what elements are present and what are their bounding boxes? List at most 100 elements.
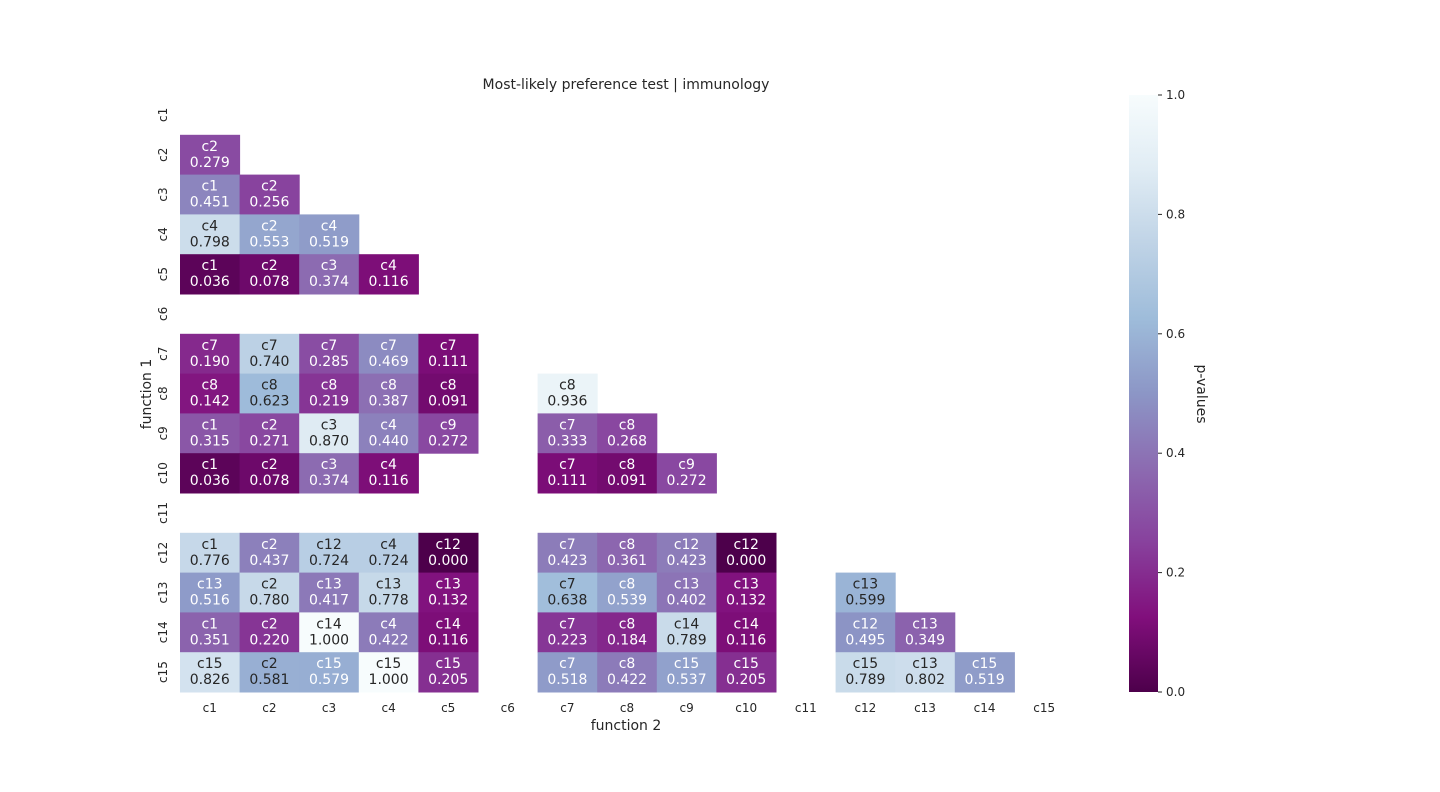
y-tick-label: c7 — [156, 347, 170, 361]
cell-rect — [835, 572, 896, 613]
cell-value: 0.132 — [428, 593, 468, 609]
cell-label: c8 — [261, 378, 278, 394]
heatmap-cell: c20.553 — [239, 214, 300, 255]
heatmap-cells: c20.279c10.451c20.256c40.798c20.553c40.5… — [180, 134, 1015, 693]
cell-value: 0.440 — [369, 433, 409, 449]
cell-rect — [895, 612, 956, 653]
x-tick-label: c4 — [381, 701, 395, 715]
cell-rect — [716, 612, 777, 653]
cell-value: 0.116 — [428, 632, 468, 648]
cell-rect — [358, 254, 419, 295]
heatmap-cell: c40.798 — [180, 214, 241, 255]
cell-value: 0.802 — [905, 672, 945, 688]
x-tick-label: c13 — [914, 701, 936, 715]
cell-rect — [180, 134, 241, 176]
cell-rect — [418, 612, 479, 653]
colorbar-tick-label: 0.4 — [1166, 446, 1185, 460]
cell-value: 0.581 — [249, 672, 289, 688]
cell-value: 0.402 — [667, 593, 707, 609]
cell-label: c12 — [853, 616, 879, 632]
cell-value: 0.579 — [309, 672, 349, 688]
cell-rect — [239, 532, 300, 574]
cell-rect — [537, 572, 598, 613]
y-tick-label: c1 — [156, 108, 170, 122]
heatmap-cell: c90.272 — [418, 413, 479, 454]
cell-value: 0.422 — [607, 672, 647, 688]
y-axis-label: function 1 — [139, 359, 155, 430]
cell-value: 0.205 — [428, 672, 468, 688]
cell-value: 0.826 — [190, 672, 230, 688]
cell-value: 0.537 — [667, 672, 707, 688]
cell-rect — [180, 373, 241, 414]
cell-value: 0.271 — [249, 433, 289, 449]
cell-label: c2 — [261, 616, 278, 632]
heatmap-cell: c20.078 — [239, 254, 300, 295]
cell-value: 0.333 — [547, 433, 587, 449]
cell-value: 0.036 — [190, 473, 230, 489]
colorbar-ticks: 0.0 0.2 0.4 0.6 0.8 1.0 — [1158, 88, 1185, 699]
cell-value: 0.469 — [369, 354, 409, 370]
cell-rect — [537, 453, 598, 494]
cell-value: 1.000 — [369, 672, 409, 688]
x-axis-ticks: c1 c2 c3 c4 c5 c6 c7 c8 c9 c10 c11 c12 c13 c14 c15 — [203, 701, 1055, 715]
cell-value: 1.000 — [309, 632, 349, 648]
cell-label: c2 — [261, 577, 278, 593]
cell-rect — [537, 532, 598, 574]
cell-rect — [656, 453, 717, 494]
x-tick-label: c2 — [262, 701, 276, 715]
heatmap-cell: c10.351 — [180, 612, 241, 653]
cell-label: c15 — [435, 656, 461, 672]
cell-label: c7 — [559, 656, 576, 672]
cell-value: 0.798 — [190, 234, 230, 250]
cell-label: c15 — [674, 656, 700, 672]
heatmap-cell: c70.223 — [537, 612, 598, 653]
cell-rect — [418, 532, 479, 574]
cell-label: c1 — [201, 457, 218, 473]
x-tick-label: c10 — [735, 701, 757, 715]
colorbar-tick-label: 0.0 — [1166, 685, 1185, 699]
cell-label: c13 — [674, 577, 700, 593]
cell-value: 0.417 — [309, 593, 349, 609]
cell-label: c14 — [674, 616, 700, 632]
cell-rect — [180, 214, 241, 255]
cell-label: c7 — [559, 417, 576, 433]
cell-value: 0.279 — [190, 155, 230, 171]
heatmap-cell: c40.116 — [358, 453, 419, 494]
heatmap-cell: c80.268 — [597, 413, 658, 454]
cell-label: c2 — [261, 457, 278, 473]
cell-label: c12 — [733, 537, 759, 553]
x-tick-label: c11 — [795, 701, 817, 715]
cell-value: 0.349 — [905, 632, 945, 648]
cell-value: 0.116 — [726, 632, 766, 648]
x-axis-label: function 2 — [591, 718, 662, 734]
cell-rect — [299, 254, 360, 295]
cell-rect — [180, 254, 241, 295]
y-tick-label: c3 — [156, 187, 170, 201]
cell-label: c13 — [733, 577, 759, 593]
cell-value: 0.111 — [428, 354, 468, 370]
cell-label: c4 — [321, 218, 338, 234]
cell-label: c8 — [201, 378, 218, 394]
cell-rect — [180, 453, 241, 494]
heatmap-cell: c70.469 — [358, 333, 419, 375]
cell-label: c8 — [380, 378, 397, 394]
cell-rect — [358, 373, 419, 414]
cell-value: 0.219 — [309, 394, 349, 410]
cell-rect — [239, 652, 300, 693]
cell-value: 0.437 — [249, 553, 289, 569]
cell-label: c1 — [201, 179, 218, 195]
cell-rect — [299, 214, 360, 255]
cell-label: c15 — [853, 656, 879, 672]
x-tick-label: c6 — [501, 701, 515, 715]
cell-value: 0.778 — [369, 593, 409, 609]
